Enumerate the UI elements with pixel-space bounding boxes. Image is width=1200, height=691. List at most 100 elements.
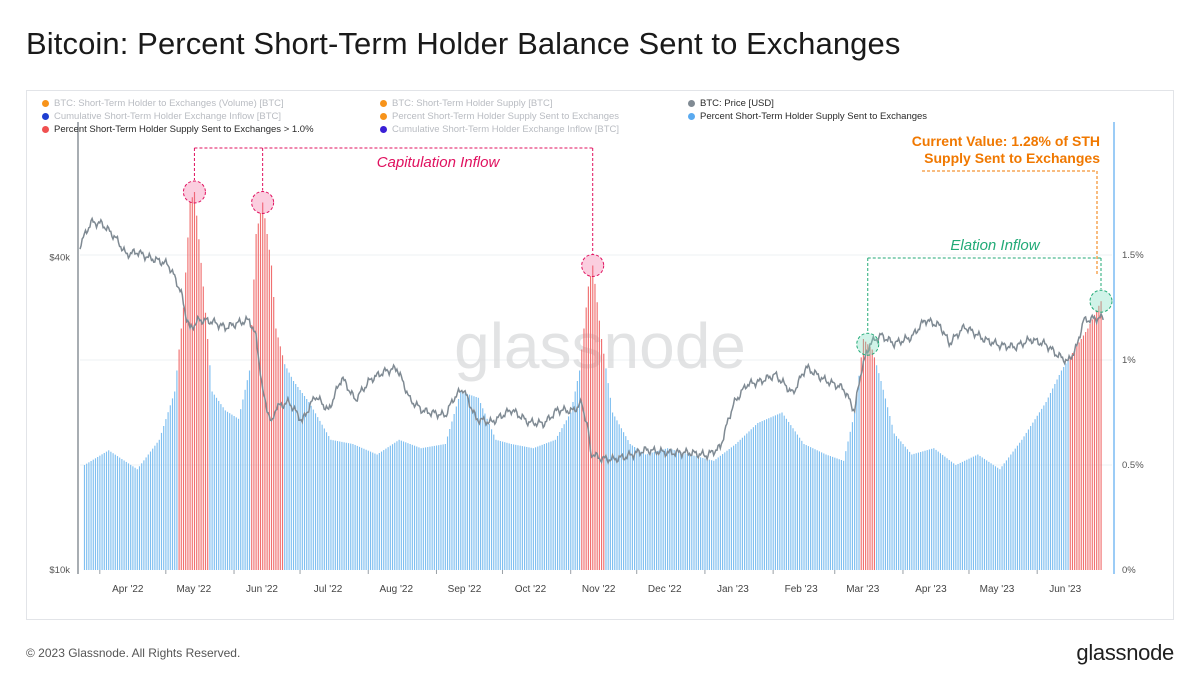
bar	[431, 446, 433, 570]
bar	[717, 457, 719, 570]
bar	[367, 450, 369, 570]
bar	[924, 450, 926, 570]
bar	[345, 442, 347, 570]
bar	[132, 466, 134, 570]
bar-high	[867, 344, 869, 570]
bar	[882, 389, 884, 570]
bar	[939, 453, 942, 570]
bar	[631, 445, 633, 570]
bar	[719, 455, 721, 570]
legend-item-cumulative-inflow-2[interactable]: Cumulative Short-Term Holder Exchange In…	[380, 124, 619, 135]
legend-item-btc-price[interactable]: BTC: Price [USD]	[688, 98, 774, 109]
bar	[895, 436, 898, 571]
capitulation-marker	[182, 180, 206, 204]
bar	[116, 456, 119, 570]
bar	[372, 452, 374, 570]
bar	[748, 431, 750, 570]
bar-high	[251, 325, 253, 570]
bar-high	[275, 328, 277, 570]
bar	[964, 460, 966, 570]
bar	[935, 449, 937, 570]
bar	[1019, 442, 1021, 570]
bar-high	[592, 265, 594, 570]
bar	[486, 418, 488, 570]
x-tick-label: Oct '22	[515, 584, 547, 595]
bar	[931, 448, 933, 570]
bar	[405, 442, 407, 570]
bar	[1034, 419, 1036, 570]
bar	[125, 461, 127, 570]
bar	[741, 437, 743, 570]
percent-bars	[83, 192, 1102, 571]
bar	[1008, 457, 1010, 570]
legend-item-cumulative-inflow[interactable]: Cumulative Short-Term Holder Exchange In…	[42, 111, 281, 122]
bar	[678, 451, 680, 570]
bar	[297, 387, 299, 570]
bar	[781, 412, 783, 570]
bar-high	[601, 339, 603, 570]
bar	[746, 433, 748, 570]
bar-high	[581, 349, 583, 570]
bar	[400, 440, 402, 570]
right-tick-label: 0%	[1122, 565, 1136, 576]
x-tick-label: Jun '22	[246, 584, 278, 595]
bar	[735, 444, 737, 570]
bar	[493, 434, 495, 570]
bar	[805, 445, 807, 570]
bar	[970, 457, 972, 570]
bar	[880, 381, 882, 570]
bar-high	[583, 328, 585, 570]
bar	[380, 451, 383, 570]
bar	[398, 439, 400, 570]
bar-high	[1093, 314, 1096, 570]
bar	[574, 391, 576, 570]
bar	[416, 446, 418, 570]
bar-high	[590, 276, 592, 570]
bar	[154, 445, 156, 570]
bar	[376, 454, 378, 570]
legend-item-percent-sent-orange[interactable]: Percent Short-Term Holder Supply Sent to…	[380, 111, 619, 122]
bar-high	[182, 307, 185, 570]
bar	[759, 422, 761, 570]
legend-item-percent-sent[interactable]: Percent Short-Term Holder Supply Sent to…	[688, 111, 927, 122]
legend-item-percent-sent-high[interactable]: Percent Short-Term Holder Supply Sent to…	[42, 124, 314, 135]
bar	[303, 396, 306, 570]
bar	[994, 466, 997, 570]
bar	[548, 442, 550, 570]
bar	[391, 444, 394, 570]
bar	[429, 446, 431, 570]
bar	[796, 434, 798, 570]
bar	[726, 450, 728, 570]
bar	[704, 458, 706, 570]
bar	[968, 458, 970, 570]
bar-high	[1098, 305, 1100, 570]
bar	[134, 467, 136, 570]
legend-item-sth-exchange-volume[interactable]: BTC: Short-Term Holder to Exchanges (Vol…	[42, 98, 284, 109]
bar	[508, 443, 510, 570]
bar	[671, 449, 673, 570]
bar	[737, 441, 739, 570]
bar	[750, 429, 752, 570]
bar	[288, 372, 290, 570]
bar	[501, 441, 504, 570]
bar	[347, 443, 350, 570]
bar	[141, 463, 143, 570]
bar	[559, 432, 561, 570]
bar	[845, 451, 847, 570]
footer-logo: glassnode	[1076, 640, 1174, 665]
bar	[1056, 379, 1058, 570]
bar	[827, 455, 829, 570]
bar	[165, 419, 167, 570]
bar	[552, 440, 554, 570]
bar	[310, 405, 312, 570]
right-tick-label: 1%	[1122, 355, 1136, 366]
capitulation-marker	[251, 191, 275, 214]
bar-high	[180, 328, 182, 570]
bar	[306, 399, 308, 570]
bar-high	[1076, 346, 1078, 570]
legend-item-sth-supply[interactable]: BTC: Short-Term Holder Supply [BTC]	[380, 98, 553, 109]
bar	[466, 393, 468, 570]
bar	[1060, 370, 1063, 570]
bar	[612, 412, 614, 570]
